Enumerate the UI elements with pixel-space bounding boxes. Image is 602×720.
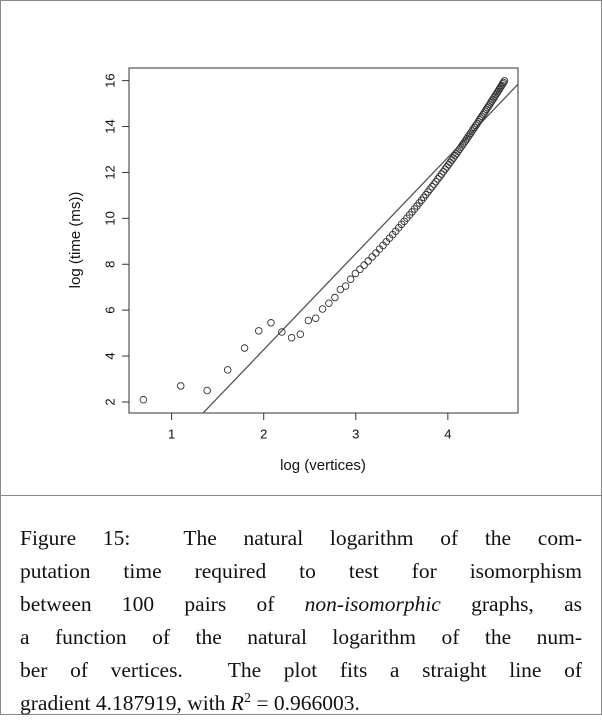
point [439,168,448,176]
point [426,185,434,193]
plot-box [128,67,519,414]
point [446,158,454,167]
point [468,127,476,135]
caption-text: non-isomorphic [304,592,441,616]
caption-text: between 100 pairs of [20,592,305,616]
chart: log (vertices) log (time (ms)) 1 2 3 424681… [67,67,519,474]
y-tick-label: 14 [102,119,117,133]
y-tick-label: 2 [102,398,117,405]
caption-text: 2 [243,690,251,706]
x-tick-label: 4 [444,426,451,441]
point [500,77,509,85]
point [372,249,380,257]
caption-text: ber of vertices. The plot fits a straigh… [20,658,582,682]
point [360,261,368,269]
point [480,109,488,117]
x-axis-label: log (vertices) [280,457,366,474]
caption-text: = 0.966003. [250,691,360,715]
caption-line: between 100 pairs of non-isomorphic grap… [20,588,582,621]
x-tick-label: 3 [352,426,359,441]
caption-line: ber of vertices. The plot fits a straigh… [20,654,582,687]
point [287,333,296,342]
y-tick-label: 6 [102,307,117,314]
point [448,156,456,164]
point [430,180,438,188]
point [368,253,376,261]
point [461,137,470,145]
point [356,265,364,274]
divider [0,495,602,496]
point [336,285,345,294]
point [462,135,471,143]
x-tick-label: 2 [260,426,267,441]
point [434,175,442,183]
point [341,282,350,290]
y-tick-label: 10 [102,211,117,225]
point [325,299,333,308]
point [351,269,360,278]
fit-line [202,83,518,413]
caption-text: R [230,691,244,715]
point [473,120,481,128]
x-tick-label: 1 [168,426,175,441]
point [176,382,185,390]
caption-line: putation time required to test for isomo… [20,555,582,588]
point [465,131,474,139]
caption-line: gradient 4.187919, with R2 = 0.966003. [20,687,582,720]
point [474,117,483,126]
point [331,293,339,302]
point [240,344,249,352]
point [139,395,148,404]
point [472,121,480,130]
caption-text: Figure 15: The natural logarithm of the … [20,526,582,550]
point [499,78,508,87]
point [318,305,327,313]
point [304,316,313,325]
point [346,275,355,283]
y-axis-label: log (time (ms)) [67,192,84,289]
point [435,172,444,181]
y-tick-label: 8 [102,261,117,268]
point [428,182,436,191]
point [296,330,305,339]
point [375,245,384,253]
caption: Figure 15: The natural logarithm of the … [20,522,582,720]
caption-text: graphs, as [440,592,582,616]
point [278,328,286,336]
point [267,319,275,327]
point [444,160,453,169]
y-tick-label: 16 [102,73,117,87]
y-tick-label: 4 [102,352,117,359]
caption-text: a function of the natural logarithm of t… [20,625,582,649]
point [437,170,446,178]
point [254,327,263,335]
caption-text: gradient 4.187919, with [20,691,231,715]
caption-text: putation time required to test for isomo… [20,559,582,583]
point [203,386,211,395]
y-tick-label: 12 [102,165,117,179]
caption-line: a function of the natural logarithm of t… [20,621,582,654]
point [470,123,479,132]
point [364,257,372,265]
point [466,129,475,137]
fit-group [202,83,518,413]
point [311,314,320,322]
point [469,125,478,133]
point [223,366,232,374]
caption-line: Figure 15: The natural logarithm of the … [20,522,582,555]
